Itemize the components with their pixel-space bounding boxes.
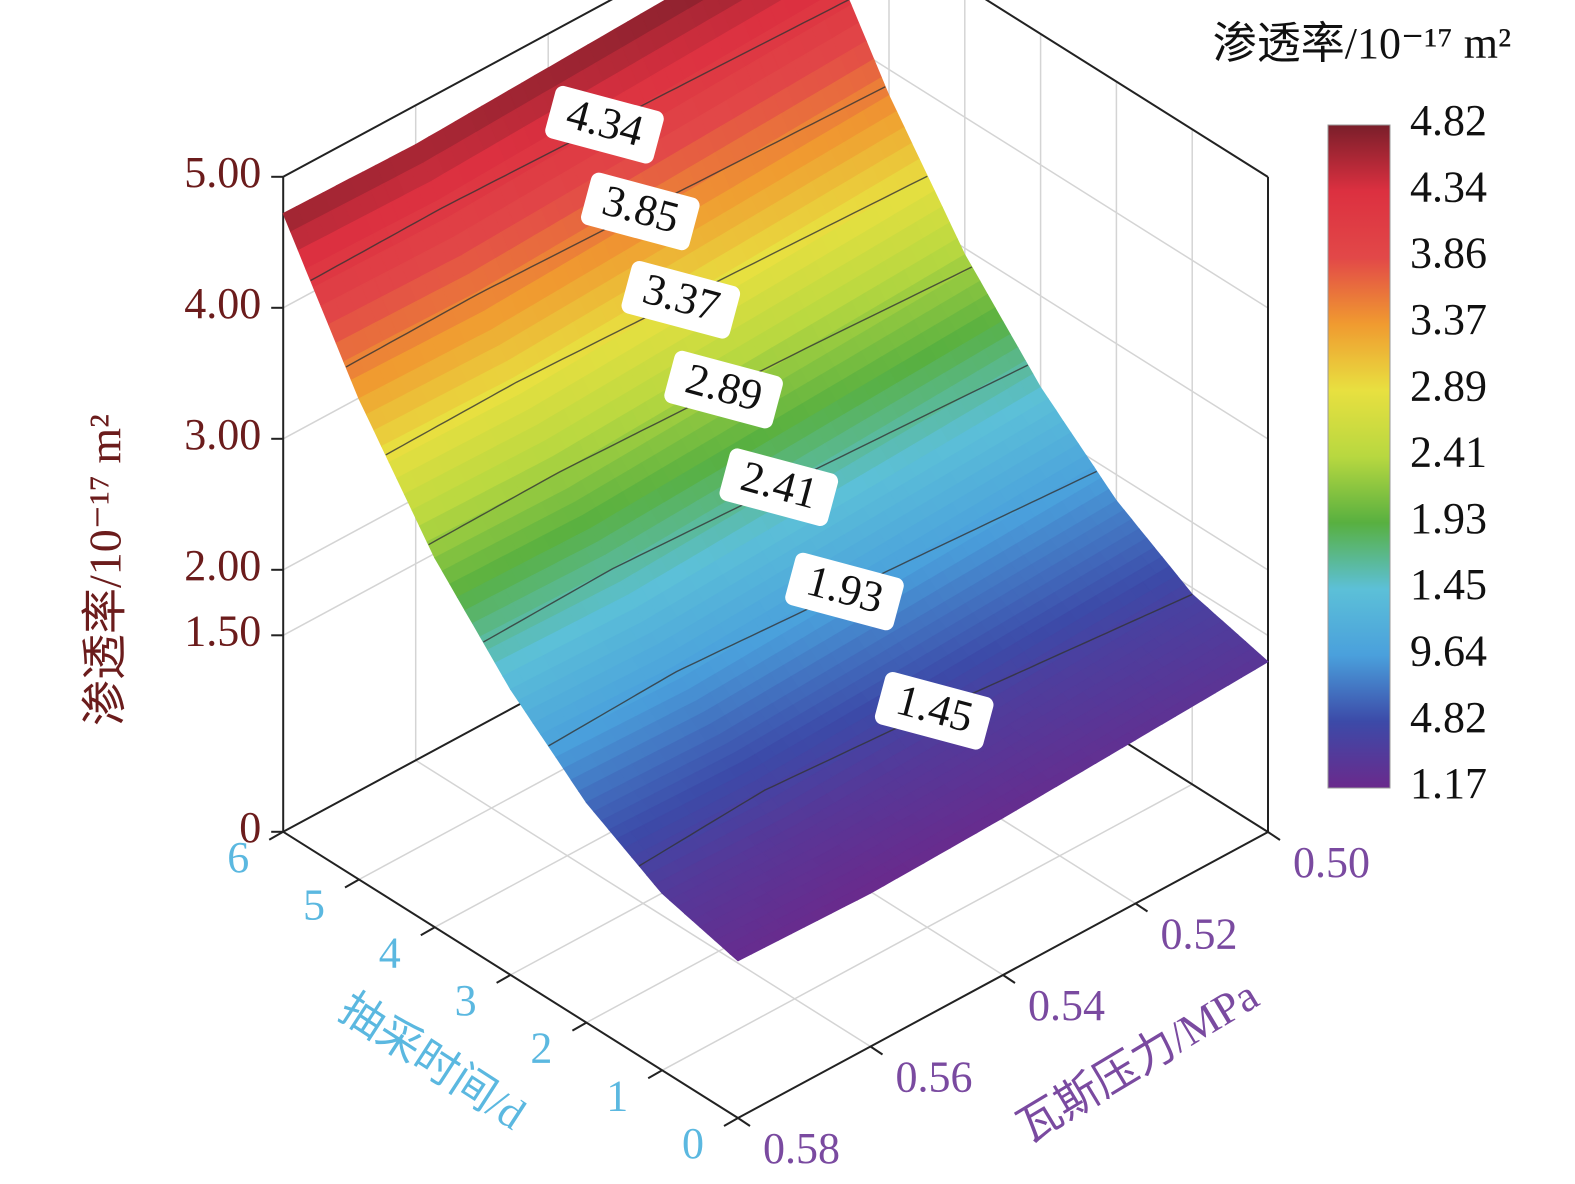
colorbar-label: 4.82	[1410, 96, 1487, 145]
contour-label-box	[545, 85, 664, 164]
y-tick	[1267, 831, 1281, 841]
contours: 4.343.853.372.892.411.931.45	[310, 0, 1193, 867]
x-tick	[420, 926, 436, 937]
x-tick	[268, 830, 284, 841]
x-tick	[571, 1021, 587, 1032]
labels: 0 1.50 2.00 3.00 4.00 5.00 0 1 2 3 4 5 6 0.50 0.52 0.54…	[184, 148, 1370, 1173]
colorbar-label: 3.86	[1410, 229, 1487, 278]
contour-label: 3.37	[621, 261, 741, 339]
contour-label-box	[621, 261, 741, 339]
contour-label: 1.93	[785, 552, 904, 631]
axis-line	[282, 0, 613, 178]
surface-cell	[282, 143, 493, 400]
x-tick	[723, 1117, 739, 1127]
x-tick-label: 2	[530, 1024, 552, 1073]
colorbar-label: 9.64	[1410, 626, 1487, 675]
surface-cell	[831, 254, 1042, 467]
surface-cell	[509, 621, 720, 804]
contour-label: 3.85	[581, 172, 700, 251]
y-tick	[869, 1045, 884, 1056]
colorbar-label: 2.41	[1410, 428, 1487, 477]
y-tick-label: 0.54	[1028, 981, 1105, 1030]
surface-cell	[793, 749, 1004, 894]
contour-label-box	[785, 552, 904, 631]
y-tick	[737, 1117, 751, 1127]
x-tick-label: 6	[227, 833, 249, 882]
z-tick-label: 2.00	[184, 541, 261, 590]
contour-label: 2.41	[719, 448, 839, 526]
z-tick-label: 1.50	[184, 606, 261, 655]
y-tick-label: 0.58	[763, 1124, 840, 1173]
x-axis-title: 抽采时间/d	[331, 984, 534, 1140]
contour-label-box	[581, 172, 700, 251]
surface-cell	[358, 329, 568, 559]
x-tick	[344, 878, 360, 889]
contour-label-box	[874, 672, 994, 750]
y-tick	[1134, 902, 1149, 913]
colorbar	[1327, 124, 1391, 789]
axis-line	[984, 0, 1269, 178]
y-tick-label: 0.52	[1161, 910, 1238, 959]
x-tick-label: 0	[682, 1119, 704, 1168]
z-tick-label: 5.00	[184, 148, 261, 197]
y-tick-label: 0.56	[896, 1053, 973, 1102]
z-tick-label: 4.00	[184, 279, 261, 328]
contour-label-box	[664, 350, 783, 429]
z-tick-label: 0	[239, 803, 261, 852]
surface-cell	[415, 67, 625, 331]
surface-cell	[661, 825, 872, 962]
surface-cell	[585, 734, 796, 895]
x-tick-label: 4	[379, 928, 401, 977]
surface-cell	[755, 94, 966, 334]
z-axis-title: 渗透率/10⁻¹⁷ m²	[80, 414, 131, 726]
x-tick	[496, 974, 512, 984]
surface-patch	[729, 946, 753, 962]
colorbar-title: 渗透率/10⁻¹⁷ m²	[1213, 19, 1511, 68]
colorbar-label: 1.45	[1410, 560, 1487, 609]
y-tick	[1002, 974, 1016, 984]
surface-cell	[683, 0, 890, 175]
surface-cell	[983, 500, 1193, 674]
colorbar-label: 1.93	[1410, 494, 1487, 543]
colorbar-label: 1.17	[1410, 759, 1487, 808]
contour-label: 2.89	[664, 350, 783, 429]
surface-cell	[718, 656, 928, 827]
x-tick-label: 1	[606, 1071, 628, 1120]
surface-cell	[566, 410, 777, 623]
colorbar-label: 3.37	[1410, 295, 1487, 344]
surface-cell	[907, 386, 1118, 580]
colorbar-label: 4.34	[1410, 162, 1487, 211]
contour-label-box	[719, 448, 839, 526]
x-tick-label: 5	[303, 881, 325, 930]
colorbar-label: 4.82	[1410, 693, 1487, 742]
surface-cell	[1058, 593, 1269, 741]
z-tick-label: 3.00	[184, 410, 261, 459]
x-tick-label: 3	[455, 976, 477, 1025]
colorbar-label: 2.89	[1410, 361, 1487, 410]
x-tick	[647, 1069, 663, 1080]
y-tick-label: 0.50	[1293, 838, 1370, 887]
